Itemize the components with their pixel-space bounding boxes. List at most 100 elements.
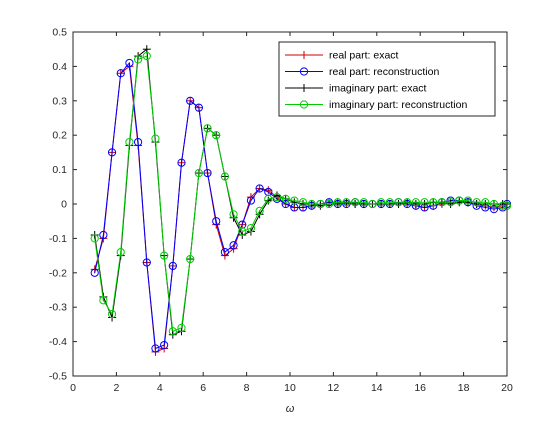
data-point-3-0 <box>90 234 99 243</box>
data-point-3-36 <box>403 198 412 207</box>
data-point-3-31 <box>359 198 368 207</box>
data-point-3-16 <box>229 210 238 219</box>
data-point-2-42 <box>455 198 464 207</box>
data-point-3-32 <box>368 199 377 209</box>
data-point-3-12 <box>194 168 203 178</box>
data-point-1-6 <box>142 258 151 267</box>
data-point-3-18 <box>246 223 256 233</box>
data-point-3-10 <box>177 323 186 332</box>
data-point-2-38 <box>420 200 429 208</box>
series-line-3 <box>94 55 507 332</box>
data-point-2-30 <box>351 200 360 208</box>
data-point-1-4 <box>125 58 134 68</box>
series-3 <box>90 51 512 336</box>
data-point-3-4 <box>125 137 134 147</box>
data-point-3-15 <box>220 172 229 181</box>
y-tick-label: -0.1 <box>49 233 67 245</box>
data-point-1-14 <box>212 217 221 226</box>
legend-label: imaginary part: reconstruction <box>329 99 467 111</box>
legend-swatch-marker <box>300 51 308 59</box>
x-tick-label: 16 <box>414 382 426 394</box>
legend-label: real part: reconstruction <box>329 66 439 78</box>
data-point-3-19 <box>255 206 264 215</box>
data-point-1-12 <box>194 103 203 112</box>
data-point-2-26 <box>316 201 325 210</box>
data-point-3-42 <box>455 196 464 205</box>
x-tick-label: 0 <box>70 382 76 394</box>
y-tick-label: -0.3 <box>49 302 67 314</box>
data-point-3-9 <box>168 327 177 336</box>
data-point-3-20 <box>264 194 273 203</box>
data-point-2-34 <box>385 200 394 208</box>
data-point-3-14 <box>212 131 221 140</box>
data-point-1-2 <box>107 148 117 157</box>
data-point-3-25 <box>307 199 316 209</box>
data-point-3-34 <box>385 198 394 207</box>
data-point-2-21 <box>272 191 281 200</box>
data-point-2-31 <box>359 200 368 208</box>
data-point-1-0 <box>90 268 99 277</box>
x-tick-label: 10 <box>284 382 296 394</box>
data-point-3-13 <box>203 124 212 133</box>
data-point-2-43 <box>463 198 472 207</box>
legend-swatch-marker <box>299 100 309 109</box>
legend-swatch-marker <box>299 67 309 76</box>
data-point-3-40 <box>437 198 446 207</box>
data-point-3-7 <box>151 134 160 143</box>
data-point-3-38 <box>420 198 429 207</box>
data-point-2-41 <box>446 200 455 208</box>
data-point-2-23 <box>290 198 299 207</box>
data-point-3-37 <box>411 198 420 207</box>
x-tick-label: 2 <box>113 382 119 394</box>
data-point-1-5 <box>134 137 143 147</box>
legend-swatch-marker <box>300 84 308 92</box>
data-point-3-27 <box>324 199 334 209</box>
legend-item-1: real part: reconstruction <box>285 66 439 78</box>
data-point-3-8 <box>160 251 169 260</box>
data-point-3-21 <box>272 193 282 202</box>
data-point-3-43 <box>463 196 473 205</box>
series-layer <box>90 45 512 356</box>
x-tick-label: 14 <box>371 382 383 394</box>
data-point-3-39 <box>429 198 438 207</box>
legend-box <box>278 41 496 117</box>
data-point-2-28 <box>333 200 342 208</box>
data-point-2-45 <box>481 200 490 208</box>
legend-item-0: real part: exact <box>285 50 399 62</box>
data-point-3-41 <box>446 198 455 207</box>
data-point-1-8 <box>160 340 169 350</box>
data-point-3-6 <box>142 51 151 61</box>
legend-item-3: imaginary part: reconstruction <box>285 99 467 111</box>
data-point-2-20 <box>264 196 273 205</box>
data-point-1-11 <box>186 96 195 105</box>
data-point-2-33 <box>377 200 386 208</box>
data-point-3-3 <box>116 248 125 257</box>
data-point-3-46 <box>489 199 499 209</box>
y-tick-label: 0 <box>61 199 67 211</box>
data-point-3-45 <box>481 198 490 207</box>
y-tick-label: 0.3 <box>52 95 67 107</box>
data-point-3-11 <box>186 254 195 264</box>
data-point-3-33 <box>377 198 386 207</box>
data-point-2-35 <box>394 200 403 208</box>
data-point-2-24 <box>299 200 308 208</box>
data-point-3-26 <box>316 199 325 209</box>
data-point-1-10 <box>177 158 186 167</box>
x-axis-label: ω <box>286 403 295 415</box>
data-point-3-1 <box>99 296 108 305</box>
data-point-3-28 <box>333 198 342 207</box>
legend-label: real part: exact <box>329 50 399 62</box>
data-point-1-18 <box>246 196 256 205</box>
data-point-2-6 <box>142 45 151 54</box>
data-point-1-13 <box>203 168 212 178</box>
data-point-1-15 <box>220 248 229 257</box>
data-point-3-35 <box>394 198 403 207</box>
x-tick-label: 8 <box>244 382 250 394</box>
data-point-2-37 <box>411 200 420 208</box>
y-tick-label: -0.2 <box>49 267 67 279</box>
data-point-3-17 <box>238 227 247 236</box>
data-point-3-22 <box>281 194 290 203</box>
x-tick-label: 18 <box>458 382 470 394</box>
y-tick-label: 0.4 <box>52 61 67 73</box>
